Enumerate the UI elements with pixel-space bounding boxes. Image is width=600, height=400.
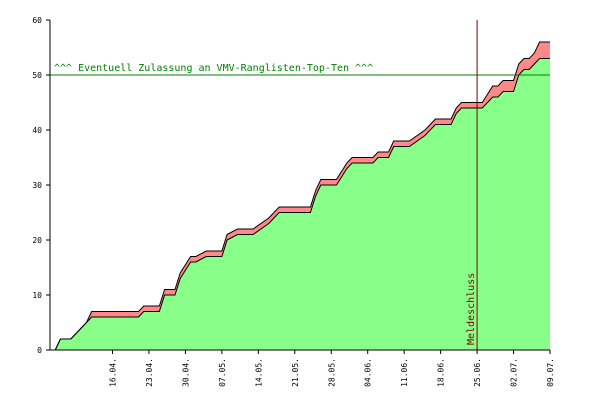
x-tick-label: 11.06.	[400, 358, 409, 387]
y-tick-label: 30	[32, 181, 42, 190]
y-tick-label: 10	[32, 291, 42, 300]
x-tick-label: 23.04.	[145, 358, 154, 387]
y-tick-label: 40	[32, 126, 42, 135]
x-tick-label: 21.05.	[291, 358, 300, 387]
y-tick-label: 20	[32, 236, 42, 245]
threshold-annotation: ^^^ Eventuell Zulassung an VMV-Rangliste…	[54, 63, 373, 74]
reference-lines	[50, 20, 550, 350]
lower-area	[55, 58, 550, 350]
upper-outline	[54, 41, 550, 351]
x-tick-label: 02.07.	[510, 358, 519, 387]
x-tick-label: 28.05.	[327, 358, 336, 387]
axes: 0 10 20 30 40 50 60 16.04. 23.04. 30.04. 07.05. 14.…	[32, 16, 555, 387]
y-tick-label: 60	[32, 16, 42, 25]
x-tick-label: 16.04.	[109, 358, 118, 387]
y-tick-label: 50	[32, 71, 42, 80]
y-tick-label: 0	[37, 346, 42, 355]
x-tick-label: 04.06.	[364, 358, 373, 387]
x-tick-label: 09.07.	[546, 358, 555, 387]
x-tick-label: 25.06.	[473, 358, 482, 387]
x-tick-label: 18.06.	[437, 358, 446, 387]
x-tick-label: 14.05.	[254, 358, 263, 387]
x-tick-label: 07.05.	[218, 358, 227, 387]
marker-annotation: Meldeschluss	[466, 273, 477, 345]
lower-outline	[54, 58, 550, 351]
area-layer	[54, 41, 550, 351]
x-tick-label: 30.04.	[181, 358, 190, 387]
